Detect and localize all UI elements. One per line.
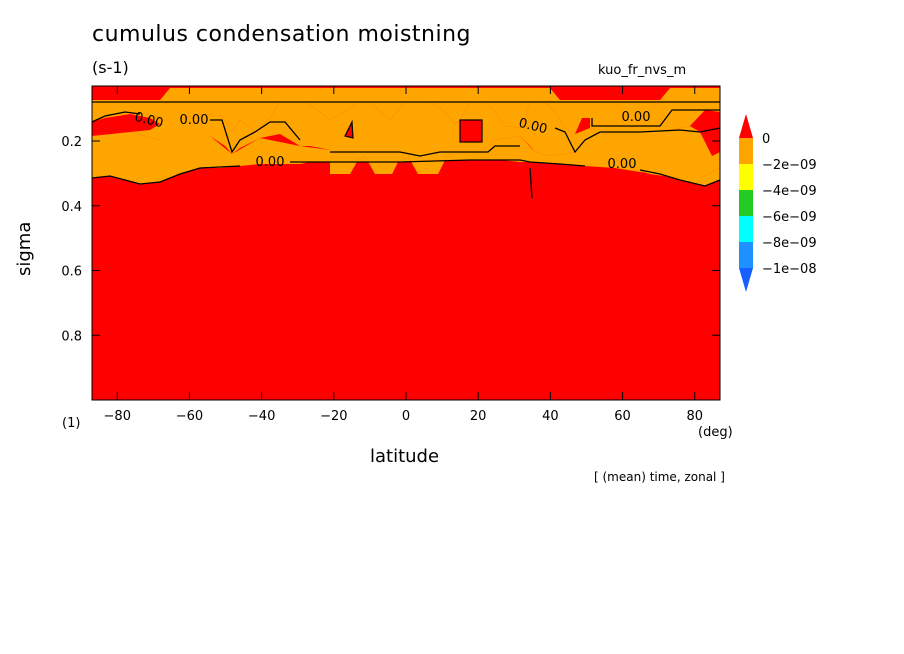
contour-label: 0.00 <box>256 155 285 170</box>
orange-lower <box>92 102 720 178</box>
orange-body <box>92 132 720 186</box>
contour-lower-4 <box>529 167 533 199</box>
x-tick-label: 20 <box>470 409 487 424</box>
x-tick-label: 0 <box>402 409 410 424</box>
contour-upper <box>91 111 141 123</box>
x-axis-label: latitude <box>370 446 440 467</box>
footer-note: [ (mean) time, zonal ] <box>594 470 725 484</box>
colorbar-label: −6e−09 <box>762 210 817 225</box>
colorbar-segment <box>739 138 753 164</box>
contour-label: 0.00 <box>133 110 165 132</box>
colorbar-segment <box>739 164 753 190</box>
contour-label: 0.00 <box>622 110 651 125</box>
contour-label: 0.00 <box>608 157 637 172</box>
colorbar-segment <box>739 216 753 242</box>
colorbar-cap-bottom <box>739 268 753 292</box>
x-tick-label: −20 <box>320 409 347 424</box>
contour-lower-3 <box>639 169 721 187</box>
colorbar-label: −4e−09 <box>762 184 817 199</box>
red-triangle <box>344 119 354 139</box>
orange-band <box>92 88 720 134</box>
y-tick-label: 0.2 <box>61 135 82 150</box>
variable-name: kuo_fr_nvs_m <box>598 63 687 78</box>
x-tick-label: −40 <box>248 409 275 424</box>
x-tick-label: 60 <box>614 409 631 424</box>
colorbar-label: −2e−09 <box>762 158 817 173</box>
chart-title: cumulus condensation moistning <box>92 22 471 47</box>
y-axis: 0.2 0.4 0.6 0.8 <box>61 135 720 344</box>
red-blob-right <box>690 112 720 156</box>
contour-lower-2 <box>290 159 586 167</box>
contour-upper-2 <box>210 119 301 154</box>
contour-lower <box>91 165 241 185</box>
y-tick-label: 0.6 <box>61 265 82 280</box>
units-label: (s-1) <box>92 58 129 77</box>
y-axis-unit: (1) <box>62 416 81 431</box>
contour-right-top <box>591 109 720 127</box>
colorbar: 0 −2e−09 −4e−09 −6e−09 −8e−09 −1e−08 <box>739 114 817 292</box>
contour-labels: 0.00 0.00 0.00 0.00 0.00 0.00 <box>133 110 650 172</box>
red-box-center <box>459 119 483 143</box>
x-axis-unit: (deg) <box>698 425 733 440</box>
y-tick-label: 0.4 <box>61 200 82 215</box>
contour-lines <box>91 101 721 199</box>
colorbar-segment <box>739 190 753 216</box>
x-tick-label: −80 <box>104 409 131 424</box>
colorbar-label: −1e−08 <box>762 262 817 277</box>
x-axis: −80 −60 −40 −20 0 20 40 60 80 <box>104 86 703 424</box>
x-tick-label: −60 <box>176 409 203 424</box>
y-tick-label: 0.8 <box>61 329 82 344</box>
x-tick-label: 40 <box>542 409 559 424</box>
colorbar-label: 0 <box>762 132 770 147</box>
colorbar-segment <box>739 242 753 268</box>
contour-label: 0.00 <box>517 116 549 138</box>
colorbar-cap-top <box>739 114 753 138</box>
contour-right <box>554 127 721 154</box>
x-tick-label: 80 <box>686 409 703 424</box>
contour-mid-left <box>330 145 520 157</box>
red-blob-left <box>92 114 160 136</box>
contour-label: 0.00 <box>180 113 209 128</box>
colorbar-label: −8e−09 <box>762 236 817 251</box>
